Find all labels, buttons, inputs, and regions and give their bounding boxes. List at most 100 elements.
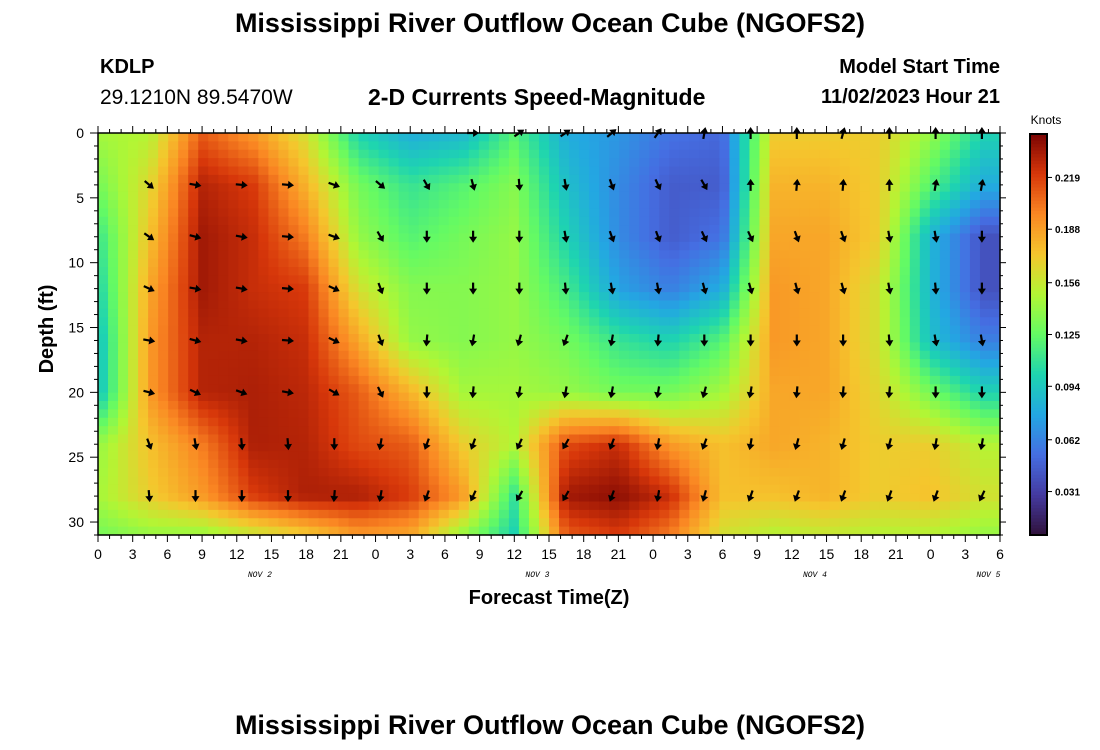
heatmap-cell xyxy=(198,451,209,461)
heatmap-cell xyxy=(218,208,229,218)
heatmap-cell xyxy=(468,392,480,402)
heatmap-cell xyxy=(639,317,650,327)
heatmap-cell xyxy=(348,459,360,469)
heatmap-cell xyxy=(739,401,751,410)
heatmap-cell xyxy=(318,317,330,327)
heatmap-cell xyxy=(859,476,871,486)
heatmap-cell xyxy=(699,451,710,461)
heatmap-cell xyxy=(589,526,600,536)
heatmap-cell xyxy=(428,392,440,402)
heatmap-cell xyxy=(258,292,269,302)
heatmap-cell xyxy=(829,191,841,201)
heatmap-cell xyxy=(378,250,390,260)
heatmap-cell xyxy=(609,133,620,142)
heatmap-cell xyxy=(368,233,380,243)
heatmap-cell xyxy=(869,208,881,218)
heatmap-cell xyxy=(989,359,1001,369)
heatmap-cell xyxy=(188,317,199,327)
heatmap-cell xyxy=(839,484,851,494)
heatmap-cell xyxy=(969,283,981,293)
heatmap-cell xyxy=(839,526,851,536)
heatmap-cell xyxy=(188,216,199,226)
heatmap-cell xyxy=(859,225,871,235)
heatmap-cell xyxy=(759,484,771,494)
heatmap-cell xyxy=(839,501,851,511)
heatmap-cell xyxy=(829,334,841,343)
heatmap-cell xyxy=(629,308,640,318)
heatmap-cell xyxy=(729,267,741,276)
heatmap-cell xyxy=(989,300,1001,310)
heatmap-cell xyxy=(328,300,340,310)
arrow-head xyxy=(793,443,801,450)
heatmap-cell xyxy=(979,317,991,327)
heatmap-cell xyxy=(248,350,259,360)
heatmap-cell xyxy=(478,384,490,394)
heatmap-cell xyxy=(358,476,370,486)
heatmap-cell xyxy=(659,350,670,360)
heatmap-cell xyxy=(518,442,530,452)
heatmap-cell xyxy=(398,409,410,419)
heatmap-cell xyxy=(518,468,530,477)
heatmap-cell xyxy=(689,417,700,427)
heatmap-cell xyxy=(228,484,239,494)
heatmap-cell xyxy=(498,141,510,151)
heatmap-cell xyxy=(518,493,530,503)
heatmap-cell xyxy=(909,367,921,377)
heatmap-cell xyxy=(849,158,861,168)
arrow-head xyxy=(287,232,294,241)
heatmap-cell xyxy=(348,476,360,486)
heatmap-cell xyxy=(298,518,310,528)
current-arrow xyxy=(700,438,709,450)
heatmap-cell xyxy=(659,476,670,486)
heatmap-cell xyxy=(228,133,239,142)
arrow-head xyxy=(746,494,755,502)
current-arrow xyxy=(931,282,940,295)
heatmap-cell xyxy=(949,409,961,419)
heatmap-cell xyxy=(148,275,159,285)
heatmap-cell xyxy=(128,367,139,377)
heatmap-cell xyxy=(639,183,650,193)
heatmap-cell xyxy=(779,451,791,461)
heatmap-cell xyxy=(188,250,199,260)
heatmap-cell xyxy=(559,451,570,461)
arrow-head xyxy=(515,288,524,295)
heatmap-cell xyxy=(228,174,239,184)
current-arrow xyxy=(793,282,801,295)
heatmap-cell xyxy=(428,375,440,385)
heatmap-cell xyxy=(168,267,179,276)
heatmap-cell xyxy=(599,442,610,452)
heatmap-cell xyxy=(769,275,781,285)
heatmap-cell xyxy=(348,133,360,142)
heatmap-cell xyxy=(178,476,189,486)
heatmap-cell xyxy=(248,493,259,503)
heatmap-cell xyxy=(719,317,730,327)
heatmap-cell xyxy=(589,283,600,293)
heatmap-cell xyxy=(178,509,189,519)
heatmap-cell xyxy=(669,183,680,193)
heatmap-cell xyxy=(969,468,981,477)
heatmap-cell xyxy=(418,417,430,427)
heatmap-cell xyxy=(659,267,670,276)
heatmap-cell xyxy=(709,501,720,511)
heatmap-cell xyxy=(158,133,169,142)
heatmap-cell xyxy=(569,141,580,151)
heatmap-cell xyxy=(128,183,139,193)
heatmap-cell xyxy=(789,509,801,519)
heatmap-cell xyxy=(959,459,971,469)
heatmap-cell xyxy=(729,258,741,268)
heatmap-cell xyxy=(478,451,490,461)
heatmap-cell xyxy=(388,392,400,402)
heatmap-cell xyxy=(148,225,159,235)
heatmap-cell xyxy=(659,484,670,494)
arrow-head xyxy=(977,179,986,186)
heatmap-cell xyxy=(98,426,109,436)
heatmap-cell xyxy=(709,325,720,335)
arrow-head xyxy=(241,232,248,241)
heatmap-cell xyxy=(829,350,841,360)
heatmap-cell xyxy=(959,342,971,352)
heatmap-cell xyxy=(589,375,600,385)
heatmap-cell xyxy=(528,166,540,176)
heatmap-cell xyxy=(599,459,610,469)
heatmap-cell xyxy=(508,518,520,528)
heatmap-cell xyxy=(579,518,590,528)
